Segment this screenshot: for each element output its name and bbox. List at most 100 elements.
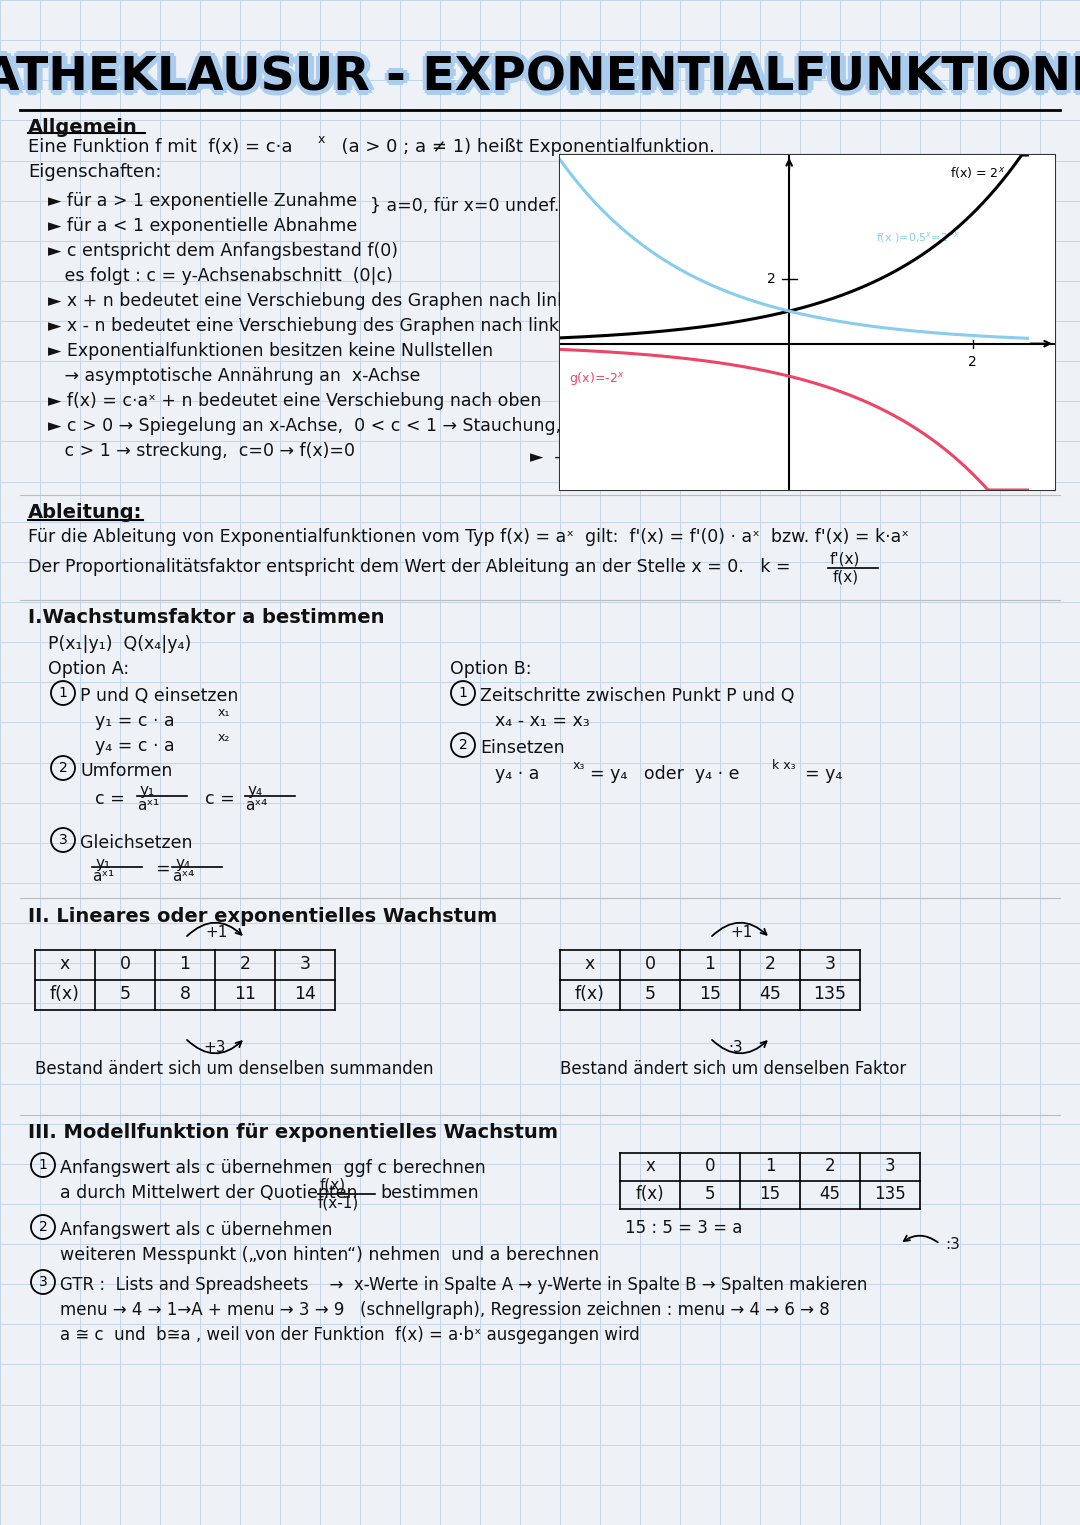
Text: 0: 0 [645,955,656,973]
Text: f(x-1): f(x-1) [318,1196,360,1211]
Text: x₂: x₂ [218,730,230,744]
Text: MATHEKLAUSUR - EXPONENTIALFUNKTIONEN: MATHEKLAUSUR - EXPONENTIALFUNKTIONEN [0,55,1080,101]
Text: 2: 2 [39,1220,48,1234]
Text: ► x - n bedeutet eine Verschiebung des Graphen nach links: ► x - n bedeutet eine Verschiebung des G… [48,317,568,336]
Text: 5: 5 [705,1185,715,1203]
Text: +3: +3 [203,1040,226,1055]
Text: 11: 11 [234,985,256,1003]
Text: c =: c = [205,790,234,808]
Text: 5: 5 [120,985,131,1003]
Text: 45: 45 [759,985,781,1003]
Text: 15: 15 [699,985,721,1003]
Text: Zeitschritte zwischen Punkt P und Q: Zeitschritte zwischen Punkt P und Q [480,686,795,705]
Text: es folgt : c = y-Achsenabschnitt  (0|c): es folgt : c = y-Achsenabschnitt (0|c) [48,267,393,285]
Text: Einsetzen: Einsetzen [480,740,565,756]
Text: MATHEKLAUSUR - EXPONENTIALFUNKTIONEN: MATHEKLAUSUR - EXPONENTIALFUNKTIONEN [0,61,1080,105]
Text: I.Wachstumsfaktor a bestimmen: I.Wachstumsfaktor a bestimmen [28,608,384,627]
Text: f(x): f(x) [575,985,605,1003]
Bar [561,156,1055,490]
Text: 1: 1 [704,955,715,973]
Text: ► f(x) = c·aˣ + n bedeutet eine Verschiebung nach oben: ► f(x) = c·aˣ + n bedeutet eine Verschie… [48,392,541,410]
Text: MATHEKLAUSUR - EXPONENTIALFUNKTIONEN: MATHEKLAUSUR - EXPONENTIALFUNKTIONEN [0,55,1080,101]
Text: y₄ = c · a: y₄ = c · a [95,737,175,755]
Text: y₁: y₁ [95,856,110,871]
Text: 15: 15 [759,1185,781,1203]
Text: MATHEKLAUSUR - EXPONENTIALFUNKTIONEN: MATHEKLAUSUR - EXPONENTIALFUNKTIONEN [0,58,1080,104]
Text: +1: +1 [205,926,228,939]
Text: ► c entspricht dem Anfangsbestand f(0): ► c entspricht dem Anfangsbestand f(0) [48,242,399,259]
Text: 1: 1 [58,686,67,700]
Text: 2: 2 [765,955,775,973]
Text: (a > 0 ; a ≠ 1) heißt Exponentialfunktion.: (a > 0 ; a ≠ 1) heißt Exponentialfunktio… [330,137,715,156]
Text: ·3: ·3 [728,1040,743,1055]
Text: GTR :  Lists and Spreadsheets    →  x-Werte in Spalte A → y-Werte in Spalte B → : GTR : Lists and Spreadsheets → x-Werte i… [60,1276,867,1295]
Text: y₁: y₁ [140,782,156,798]
Text: a durch Mittelwert der Quotienten: a durch Mittelwert der Quotienten [60,1183,357,1202]
Text: Anfangswert als c übernehmen  ggf c berechnen: Anfangswert als c übernehmen ggf c berec… [60,1159,486,1177]
Text: ► für a < 1 exponentielle Abnahme: ► für a < 1 exponentielle Abnahme [48,217,357,235]
Text: Eine Funktion f mit  f(x) = c·a: Eine Funktion f mit f(x) = c·a [28,137,293,156]
Text: f(x): f(x) [320,1177,346,1193]
Text: ► x + n bedeutet eine Verschiebung des Graphen nach links: ► x + n bedeutet eine Verschiebung des G… [48,291,577,310]
Text: MATHEKLAUSUR - EXPONENTIALFUNKTIONEN: MATHEKLAUSUR - EXPONENTIALFUNKTIONEN [0,50,1080,96]
Text: P und Q einsetzen: P und Q einsetzen [80,686,239,705]
Text: Anfangswert als c übernehmen: Anfangswert als c übernehmen [60,1222,333,1238]
Text: 14: 14 [294,985,316,1003]
Text: y₄ · a: y₄ · a [495,766,539,782]
Text: x: x [59,955,70,973]
Text: II. Lineares oder exponentielles Wachstum: II. Lineares oder exponentielles Wachstu… [28,907,497,926]
Text: x₄ - x₁ = x₃: x₄ - x₁ = x₃ [495,712,590,730]
Text: = y₄: = y₄ [805,766,842,782]
Text: 2: 2 [825,1157,835,1174]
Text: ► für a > 1 exponentielle Zunahme: ► für a > 1 exponentielle Zunahme [48,192,357,210]
Text: Ableitung:: Ableitung: [28,503,143,522]
Text: III. Modellfunktion für exponentielles Wachstum: III. Modellfunktion für exponentielles W… [28,1122,558,1142]
Text: x₃: x₃ [573,759,585,772]
Text: y₄: y₄ [175,856,190,871]
Text: c =: c = [95,790,125,808]
Text: weiteren Messpunkt („von hinten“) nehmen  und a berechnen: weiteren Messpunkt („von hinten“) nehmen… [60,1246,599,1264]
Text: = y₄   oder  y₄ · e: = y₄ oder y₄ · e [590,766,740,782]
Text: MATHEKLAUSUR - EXPONENTIALFUNKTIONEN: MATHEKLAUSUR - EXPONENTIALFUNKTIONEN [0,52,1080,98]
Text: 135: 135 [874,1185,906,1203]
Text: 2: 2 [968,355,977,369]
Text: x₁: x₁ [218,706,230,718]
Text: Umformen: Umformen [80,762,173,779]
Text: 3: 3 [58,833,67,846]
Text: 8: 8 [179,985,190,1003]
Text: 5: 5 [645,985,656,1003]
Text: 3: 3 [824,955,836,973]
Text: 15 : 5 = 3 = a: 15 : 5 = 3 = a [625,1218,742,1237]
Text: c > 1 → streckung,  c=0 → f(x)=0: c > 1 → streckung, c=0 → f(x)=0 [48,442,355,461]
Text: Gleichsetzen: Gleichsetzen [80,834,192,852]
Text: Bestand ändert sich um denselben summanden: Bestand ändert sich um denselben summand… [35,1060,433,1078]
Text: menu → 4 → 1→A + menu → 3 → 9   (schnellgraph), Regression zeichnen : menu → 4 →: menu → 4 → 1→A + menu → 3 → 9 (schnellgr… [60,1301,829,1319]
Text: x: x [318,133,325,146]
Text: Eigenschaften:: Eigenschaften: [28,163,162,181]
Text: aˣ¹: aˣ¹ [137,798,159,813]
Text: → asymptotische Annährung an  x-Achse: → asymptotische Annährung an x-Achse [48,368,420,384]
Text: 1: 1 [39,1157,48,1173]
Text: f(x): f(x) [50,985,80,1003]
Text: 0: 0 [705,1157,715,1174]
Text: f'(x): f'(x) [831,552,861,567]
Text: } a=0, für x=0 undef.: } a=0, für x=0 undef. [370,197,559,215]
Text: aˣ⁴: aˣ⁴ [245,798,267,813]
Text: +1: +1 [730,926,753,939]
Text: ► Exponentialfunktionen besitzen keine Nullstellen: ► Exponentialfunktionen besitzen keine N… [48,342,494,360]
Text: Option B:: Option B: [450,660,531,679]
Text: ► c > 0 → Spiegelung an x-Achse,  0 < c < 1 → Stauchung,: ► c > 0 → Spiegelung an x-Achse, 0 < c <… [48,416,562,435]
Text: 1: 1 [179,955,190,973]
Text: bestimmen: bestimmen [380,1183,478,1202]
Text: 135: 135 [813,985,847,1003]
Text: MATHEKLAUSUR - EXPONENTIALFUNKTIONEN: MATHEKLAUSUR - EXPONENTIALFUNKTIONEN [0,52,1080,98]
Text: g(x)=-2$^x$: g(x)=-2$^x$ [569,369,624,387]
Text: f(x): f(x) [636,1185,664,1203]
Text: Option A:: Option A: [48,660,130,679]
Text: 2: 2 [767,271,775,285]
Text: =: = [156,860,170,878]
Text: aˣ¹: aˣ¹ [92,869,114,884]
Text: y₁ = c · a: y₁ = c · a [95,712,175,730]
Text: 2: 2 [58,761,67,775]
Text: f(x )=0,5$^x$=2$^{-x}$: f(x )=0,5$^x$=2$^{-x}$ [876,230,961,246]
